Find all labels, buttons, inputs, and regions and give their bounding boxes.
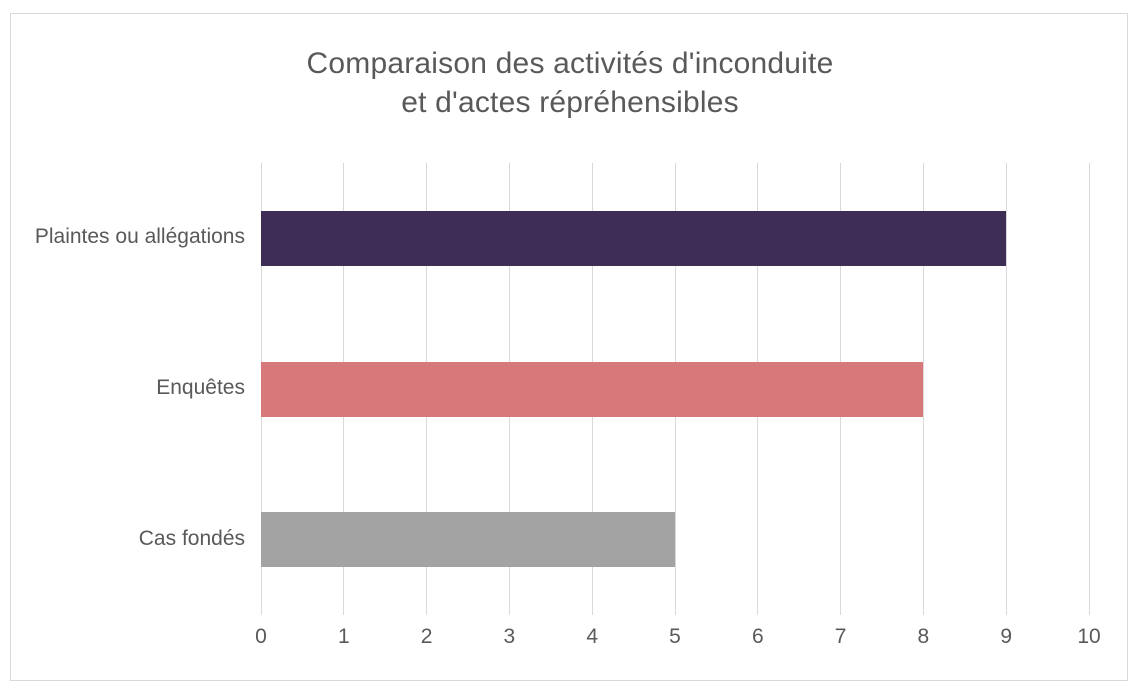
chart-title-line1: Comparaison des activités d'inconduite	[306, 47, 834, 80]
x-axis-tick-label: 2	[420, 625, 433, 648]
x-axis-tick-label: 8	[917, 625, 930, 648]
x-axis-tick-label: 6	[751, 625, 764, 648]
chart-title: Comparaison des activités d'inconduite e…	[0, 44, 1140, 122]
x-axis-tick-label: 9	[1000, 625, 1013, 648]
gridline-x-8	[922, 163, 924, 615]
x-axis-tick-label: 4	[586, 625, 599, 648]
x-axis-tick-label: 7	[834, 625, 847, 648]
x-axis-tick-label: 0	[255, 625, 267, 648]
category-label-plaintes-ou-allegations: Plaintes ou allégations	[34, 225, 245, 249]
chart-border	[10, 13, 1128, 681]
category-label-cas-fondes: Cas fondés	[138, 526, 245, 550]
category-label-enquetes: Enquêtes	[156, 376, 245, 399]
x-axis-tick-label: 3	[503, 625, 516, 648]
bar-enquetes	[261, 361, 924, 417]
chart-title-line2: et d'actes répréhensibles	[401, 86, 739, 119]
x-axis-tick-label: 10	[1077, 625, 1101, 648]
bar-plaintes-ou-allegations	[261, 210, 1007, 266]
x-axis-tick-label: 1	[337, 625, 350, 648]
gridline-x-9	[1005, 163, 1007, 615]
bar-cas-fondes	[261, 512, 675, 568]
gridline-x-10	[1088, 163, 1090, 615]
x-axis-tick-label: 5	[669, 625, 681, 648]
